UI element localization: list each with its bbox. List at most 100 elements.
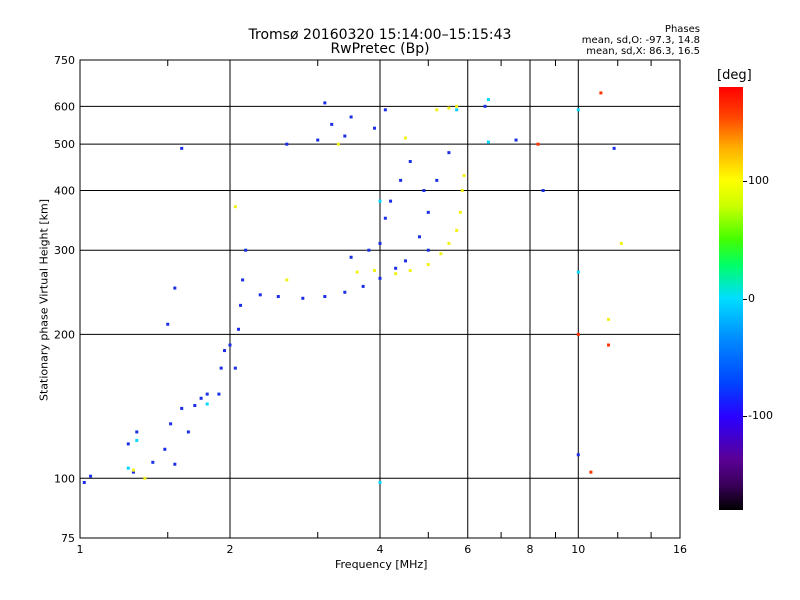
data-point [460, 188, 464, 192]
data-point [417, 235, 421, 239]
data-point [439, 252, 443, 256]
y-tick-label: 100 [54, 472, 75, 485]
data-point [180, 146, 184, 150]
data-point [193, 403, 197, 407]
y-tick-label: 500 [54, 138, 75, 151]
data-point [378, 480, 382, 484]
data-point [435, 108, 439, 112]
data-point [462, 173, 466, 177]
data-point [349, 255, 353, 259]
data-point [373, 269, 377, 273]
plot-frame [79, 59, 681, 539]
colorbar-tick-label: 0 [748, 291, 755, 305]
data-point [447, 151, 451, 155]
colorbar-tick-mark [743, 416, 747, 417]
data-point [458, 210, 462, 214]
data-point [239, 303, 243, 307]
data-point [607, 317, 611, 321]
y-tick-label: 600 [54, 100, 75, 113]
data-point [607, 343, 611, 347]
data-point [323, 101, 327, 105]
data-point [455, 228, 459, 232]
data-point [228, 343, 232, 347]
data-point [316, 138, 320, 142]
data-point [455, 104, 459, 108]
data-point [426, 263, 430, 267]
legend-x-mode: mean, sd,X: 86.3, 16.5 [586, 46, 700, 57]
data-point [355, 270, 359, 274]
data-point [394, 272, 398, 276]
colorbar-label: [deg] [717, 68, 752, 83]
colorbar-tick-mark [743, 181, 747, 182]
data-point [343, 290, 347, 294]
data-point [383, 216, 387, 220]
axis-ticks: 1 2 4 6 8 10 16 75 100 200 300 400 500 600 750 [54, 54, 687, 556]
x-tick-label: 8 [527, 543, 534, 556]
data-point [486, 98, 490, 102]
grid-lines [80, 60, 680, 538]
data-point [173, 286, 177, 290]
chart-title-line2: RwPretec (Bp) [330, 41, 430, 57]
data-point [276, 295, 280, 299]
chart-title-line1: Tromsø 20160320 15:14:00–15:15:43 [248, 27, 512, 43]
data-point [336, 142, 340, 146]
data-point [383, 108, 387, 112]
data-point [205, 402, 209, 406]
data-point [408, 269, 412, 273]
data-point [285, 278, 289, 282]
data-point [619, 241, 623, 245]
y-tick-label: 750 [54, 54, 75, 67]
data-point [285, 142, 289, 146]
data-point [403, 136, 407, 140]
data-point [361, 284, 365, 288]
data-point [143, 476, 147, 480]
data-point [89, 474, 93, 478]
data-point [378, 241, 382, 245]
x-tick-label: 2 [227, 543, 234, 556]
data-point [131, 470, 135, 474]
data-point [447, 241, 451, 245]
x-tick-label: 1 [77, 543, 84, 556]
legend-heading: Phases [664, 24, 700, 35]
data-point [378, 276, 382, 280]
colorbar-tick-label: -100 [748, 409, 773, 422]
data-point [180, 406, 184, 410]
data-point [514, 138, 518, 142]
data-point [244, 248, 248, 252]
data-point [378, 199, 382, 203]
data-point [373, 126, 377, 130]
data-point [394, 266, 398, 270]
data-point [435, 178, 439, 182]
data-point [258, 293, 262, 297]
data-point [426, 248, 430, 252]
data-points [82, 91, 623, 484]
data-point [169, 422, 173, 426]
data-point [135, 430, 139, 434]
data-point [205, 392, 209, 396]
data-point [408, 159, 412, 163]
x-tick-label: 4 [377, 543, 384, 556]
data-point [486, 140, 490, 144]
colorbar-tick-mark [743, 298, 747, 300]
data-point [223, 349, 227, 353]
x-tick-label: 16 [673, 543, 687, 556]
colorbar-tick-label: 100 [748, 174, 769, 187]
data-point [151, 460, 155, 464]
phase-colorbar [719, 87, 743, 510]
y-tick-label: 200 [54, 328, 75, 341]
data-point [166, 322, 170, 326]
data-point [399, 178, 403, 182]
data-point [199, 396, 203, 400]
data-point [131, 468, 135, 472]
data-point [233, 205, 237, 209]
data-point [426, 210, 430, 214]
data-point [82, 480, 86, 484]
data-point [126, 466, 130, 470]
data-point [536, 142, 540, 146]
x-tick-label: 10 [571, 543, 585, 556]
data-point [330, 122, 334, 126]
data-point [186, 430, 190, 434]
data-point [447, 106, 451, 110]
data-point [173, 462, 177, 466]
